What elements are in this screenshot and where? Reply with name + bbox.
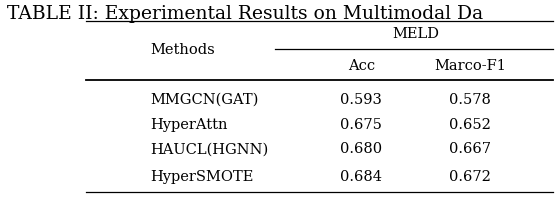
Text: 0.593: 0.593 bbox=[340, 93, 383, 107]
Text: HAUCL(HGNN): HAUCL(HGNN) bbox=[150, 143, 269, 156]
Text: 0.578: 0.578 bbox=[449, 93, 491, 107]
Text: MMGCN(GAT): MMGCN(GAT) bbox=[150, 93, 259, 107]
Text: 0.667: 0.667 bbox=[449, 143, 491, 156]
Text: TABLE II: Experimental Results on Multimodal Da: TABLE II: Experimental Results on Multim… bbox=[7, 5, 483, 23]
Text: Marco-F1: Marco-F1 bbox=[434, 59, 506, 73]
Text: 0.652: 0.652 bbox=[449, 118, 491, 132]
Text: Acc: Acc bbox=[348, 59, 375, 73]
Text: Methods: Methods bbox=[150, 44, 215, 57]
Text: HyperAttn: HyperAttn bbox=[150, 118, 227, 132]
Text: 0.684: 0.684 bbox=[340, 170, 383, 184]
Text: 0.672: 0.672 bbox=[449, 170, 491, 184]
Text: 0.675: 0.675 bbox=[340, 118, 383, 132]
Text: MELD: MELD bbox=[392, 27, 439, 41]
Text: HyperSMOTE: HyperSMOTE bbox=[150, 170, 254, 184]
Text: 0.680: 0.680 bbox=[340, 143, 383, 156]
